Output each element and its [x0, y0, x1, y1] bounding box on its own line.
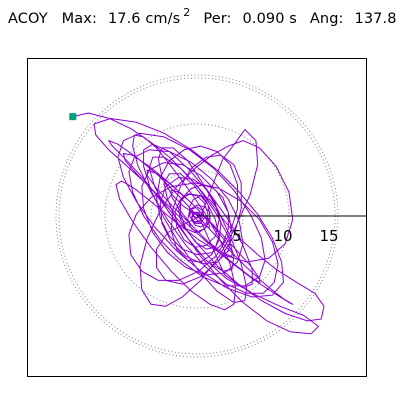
start-marker [69, 113, 77, 121]
ring-label-5: 5 [232, 227, 242, 245]
period-label: Per: [203, 11, 232, 27]
period-value: 0.090 s [242, 11, 297, 27]
ring-label-15: 15 [319, 227, 338, 245]
motion-trace-0 [72, 112, 325, 335]
angle-label: Ang: [309, 11, 344, 27]
max-unit-exponent: 2 [183, 6, 191, 19]
plot-header: ACOY Max: 17.6 cm/s 2 Per: 0.090 s Ang: … [8, 6, 397, 33]
station-code: ACOY [8, 11, 48, 27]
angle-value: 137.8 [354, 11, 397, 27]
ring-label-10: 10 [273, 227, 292, 245]
max-value: 17.6 cm/s [107, 11, 181, 27]
plot-frame [27, 58, 367, 377]
max-label: Max: [61, 11, 97, 27]
ring-labels: 5 10 15 [232, 227, 338, 245]
trace-layer [72, 112, 325, 335]
